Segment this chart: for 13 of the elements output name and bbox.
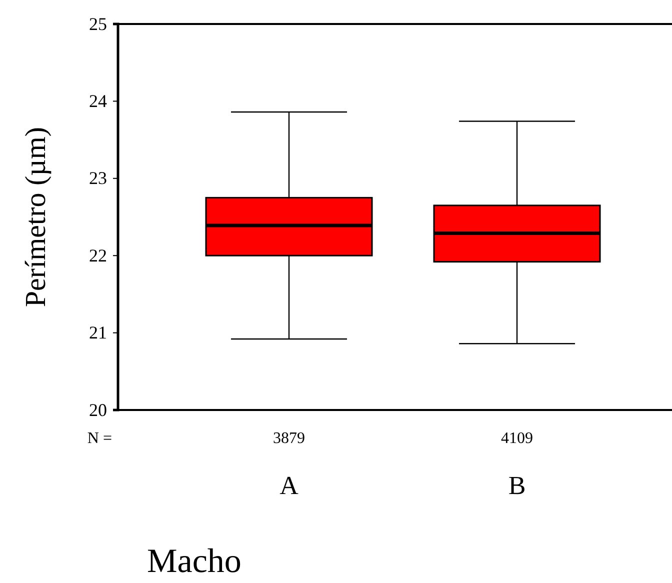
text: 3879 bbox=[273, 430, 305, 447]
y-tick-label: 25 bbox=[89, 14, 107, 34]
y-tick-label: 21 bbox=[89, 322, 107, 343]
x-tick-label: A bbox=[280, 471, 299, 500]
y-tick-label: 22 bbox=[89, 245, 107, 266]
x-tick-label: B bbox=[508, 471, 526, 500]
x-axis-title: Macho bbox=[147, 543, 242, 580]
text: N = bbox=[87, 430, 112, 447]
y-tick-label: 20 bbox=[89, 400, 107, 420]
y-tick-label: 23 bbox=[89, 168, 107, 188]
text: 4109 bbox=[501, 430, 533, 447]
y-tick-label: 24 bbox=[89, 90, 107, 111]
y-axis-title: Perímetro (µm) bbox=[20, 126, 52, 308]
